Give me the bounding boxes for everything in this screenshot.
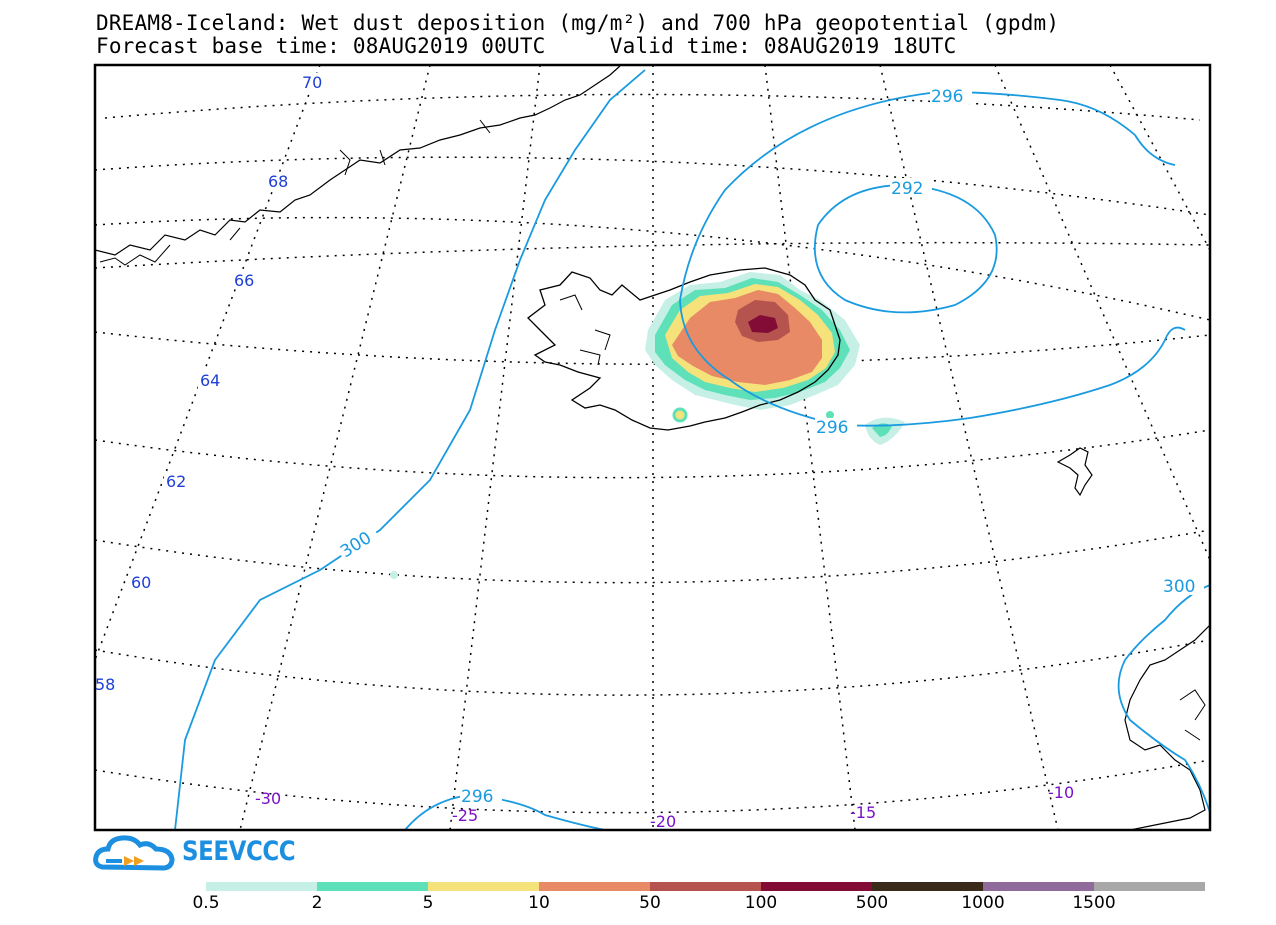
contour-300-east [1117, 584, 1210, 816]
legend-tick-label: 1000 [961, 893, 1005, 913]
legend-tick-label: 100 [744, 893, 778, 913]
contour-300-west [174, 69, 646, 830]
faroe-islands [1056, 447, 1093, 497]
geopotential-contours [174, 69, 1210, 830]
latitude-label: 68 [268, 172, 288, 191]
legend-tick-label: 2 [311, 893, 323, 913]
iceland-coastline [527, 267, 841, 431]
legend-color-swatch [206, 882, 317, 891]
legend-color-swatch [761, 882, 872, 891]
latitude-label: 62 [166, 472, 186, 491]
longitude-labels: -30 -25 -20 -15 -10 [255, 783, 1074, 831]
longitude-label: -20 [650, 812, 676, 831]
longitude-label: -25 [452, 806, 478, 825]
dust-deposition-field [390, 272, 905, 579]
contour-292 [814, 184, 998, 314]
contour-296-north [679, 91, 1186, 427]
legend-tick-label: 5 [422, 893, 434, 913]
latitude-label: 66 [234, 271, 254, 290]
legend-color-swatch [872, 882, 983, 891]
latitude-label: 58 [95, 675, 115, 694]
contour-labels: 296 292 296 300 296 300 [335, 86, 1204, 807]
legend-color-swatch [317, 882, 428, 891]
longitude-label: -30 [255, 789, 281, 808]
contour-label: 296 [816, 418, 848, 438]
latitude-label: 64 [200, 371, 220, 390]
longitude-label: -15 [850, 803, 876, 822]
contour-296-south [404, 794, 606, 830]
seevccc-logo-text: SEEVCCC [182, 836, 296, 867]
longitude-grid [95, 65, 1210, 830]
legend-tick-label: 50 [639, 893, 661, 913]
cloud-logo-icon [93, 835, 175, 871]
contour-label: 300 [1163, 577, 1195, 597]
color-legend-ticks: 0.5 2 5 10 50 100 500 1000 1500 [0, 893, 1276, 915]
legend-color-swatch [1094, 882, 1205, 891]
legend-color-swatch [650, 882, 761, 891]
legend-color-swatch [539, 882, 650, 891]
legend-color-swatch [983, 882, 1094, 891]
map-frame [93, 63, 1212, 832]
latitude-grid [95, 93, 1210, 814]
contour-label: 292 [891, 179, 923, 199]
legend-tick-label: 0.5 [192, 893, 220, 913]
norway-coastline [1124, 624, 1210, 830]
legend-tick-label: 1500 [1072, 893, 1116, 913]
color-legend-bar [206, 882, 1205, 891]
latitude-labels: 70 68 66 64 62 60 58 [95, 73, 332, 694]
forecast-base-time: Forecast base time: 08AUG2019 00UTC [96, 34, 546, 58]
legend-color-swatch [428, 882, 539, 891]
latitude-label: 60 [131, 573, 151, 592]
legend-tick-label: 500 [855, 893, 889, 913]
contour-label: 296 [931, 87, 963, 107]
valid-time: Valid time: 08AUG2019 18UTC [609, 34, 957, 58]
contour-label: 296 [461, 787, 493, 807]
greenland-coastline [95, 65, 621, 256]
map-title: DREAM8-Iceland: Wet dust deposition (mg/… [96, 11, 1060, 35]
map-subtitle: Forecast base time: 08AUG2019 00UTC Vali… [96, 35, 957, 57]
latitude-label: 70 [302, 73, 322, 92]
legend-tick-label: 10 [528, 893, 550, 913]
longitude-label: -10 [1048, 783, 1074, 802]
